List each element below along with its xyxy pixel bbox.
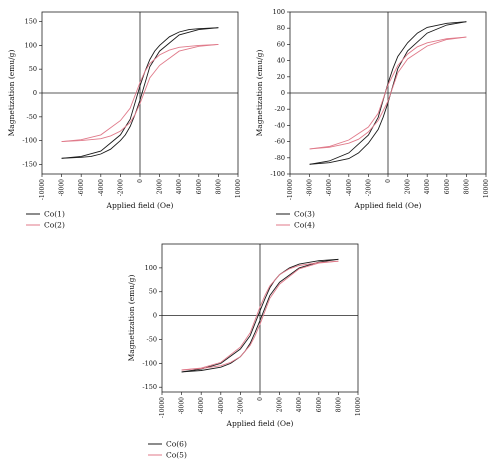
legend-label: Co(1) [44,210,65,219]
x-axis-label: Applied field (Oe) [354,201,422,210]
y-tick-label: 0 [281,89,285,97]
y-tick-label: 50 [29,65,37,73]
y-tick-label: 80 [277,24,285,32]
chart-3: -10000 -8000 -6000 -4000 -2000 0 2000 4000 6000 8… [127,243,362,460]
x-tick-label: 8000 [215,179,222,194]
x-tick-label: -6000 [326,179,333,196]
y-tick-label: -50 [27,113,37,121]
legend-label: Co(2) [44,221,65,230]
y-tick-label: 100 [25,41,37,49]
x-tick-label: -2000 [237,397,244,414]
x-tick-label: -2000 [117,179,124,196]
x-tick-label: 8000 [463,179,470,194]
legend-label: Co(5) [166,451,187,460]
x-tick-label: 4000 [176,179,183,194]
x-tick-label: -10000 [39,179,46,200]
y-tick-label: 100 [145,264,157,272]
series-curve-upper [309,21,467,165]
series-curve-upper [181,260,339,371]
x-tick-label: 8000 [335,397,342,412]
y-tick-label: 150 [25,18,37,26]
y-tick-label: -20 [275,105,285,113]
x-tick-label: 2000 [157,179,164,194]
series-curve-upper [61,43,219,143]
legend-label: Co(6) [166,440,187,449]
y-tick-label: -100 [270,170,285,178]
x-tick-label: -6000 [78,179,85,196]
x-tick-label: 10000 [483,179,490,198]
y-tick-label: -80 [275,154,285,162]
legend-label: Co(4) [294,221,315,230]
x-tick-label: 0 [257,397,264,401]
x-tick-label: -6000 [198,397,205,414]
y-tick-label: 50 [149,288,157,296]
x-tick-label: -10000 [159,397,166,418]
y-tick-label: -50 [147,335,157,343]
y-tick-label: -150 [142,383,157,391]
x-tick-label: 4000 [296,397,303,412]
series-curve-upper [61,27,219,159]
y-tick-label: -60 [275,138,285,146]
x-axis-label: Applied field (Oe) [106,201,174,210]
x-tick-label: -2000 [365,179,372,196]
x-tick-label: -8000 [179,397,186,414]
x-tick-label: 4000 [424,179,431,194]
series-curve-lower [181,260,339,371]
x-tick-label: 10000 [355,397,362,416]
x-tick-label: 6000 [444,179,451,194]
y-axis-label: Magnetization (emu/g) [7,50,16,137]
series-curve-lower [309,36,467,150]
y-tick-label: 0 [153,312,157,320]
y-tick-label: -100 [142,359,157,367]
x-tick-label: 0 [137,179,144,183]
x-axis-label: Applied field (Oe) [226,419,294,428]
x-tick-label: 2000 [405,179,412,194]
series-curve-lower [61,43,219,143]
y-tick-label: 0 [33,89,37,97]
y-tick-label: 100 [273,8,285,16]
x-tick-label: 6000 [316,397,323,412]
legend-label: Co(3) [294,210,315,219]
y-tick-label: 20 [277,73,285,81]
series-curve-lower [181,258,339,373]
x-tick-label: -4000 [346,179,353,196]
series-curve-upper [181,258,339,373]
y-tick-label: -100 [22,137,37,145]
x-tick-label: -4000 [218,397,225,414]
y-tick-label: -40 [275,121,285,129]
x-tick-label: -8000 [307,179,314,196]
x-tick-label: 6000 [196,179,203,194]
x-tick-label: 2000 [277,397,284,412]
series-curve-lower [309,21,467,165]
series-curve-lower [61,27,219,159]
x-tick-label: 10000 [235,179,242,198]
x-tick-label: -10000 [287,179,294,200]
y-axis-label: Magnetization (emu/g) [127,275,136,362]
y-tick-label: -150 [22,160,37,168]
y-axis-label: Magnetization (emu/g) [255,50,264,137]
chart-2: -10000 -8000 -6000 -4000 -2000 0 2000 4000 6000 8… [255,8,490,230]
chart-1: -10000 -8000 -6000 -4000 -2000 0 2000 4000 6000 8… [7,11,242,230]
y-tick-label: 40 [277,57,285,65]
series-curve-upper [309,36,467,150]
y-tick-label: 60 [277,40,285,48]
x-tick-label: -4000 [98,179,105,196]
x-tick-label: 0 [385,179,392,183]
x-tick-label: -8000 [59,179,66,196]
